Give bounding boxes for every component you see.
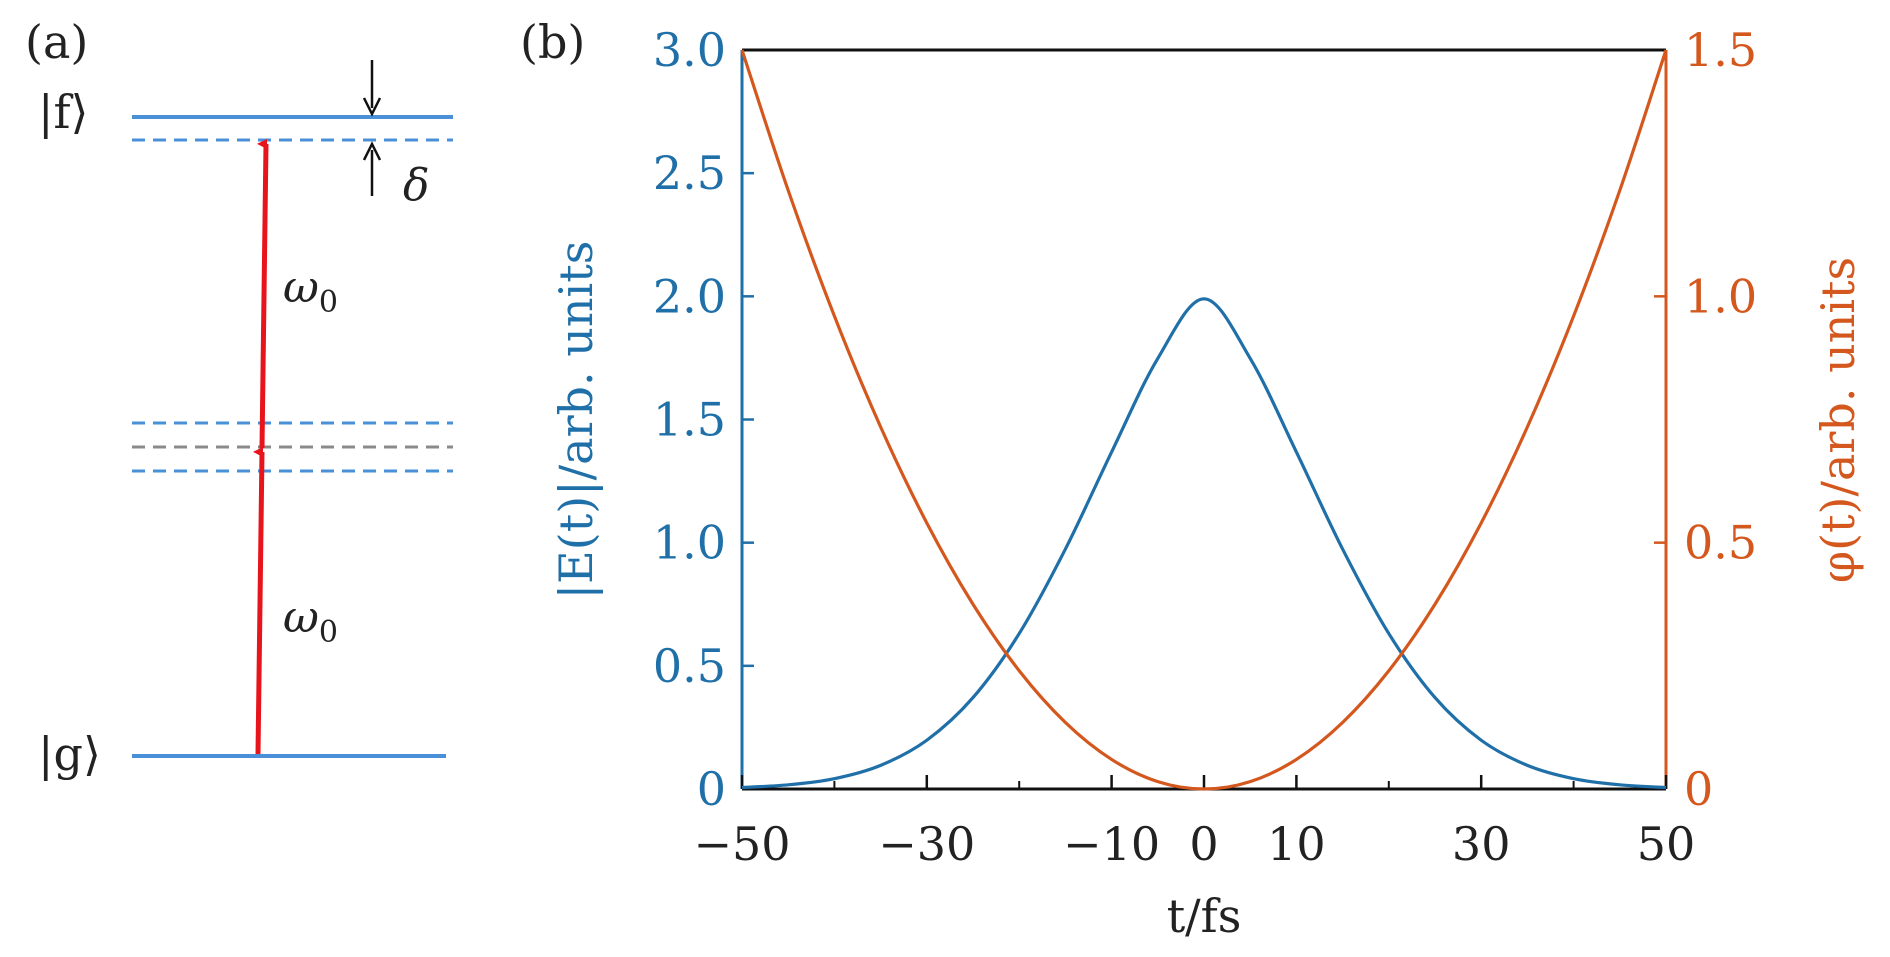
y-right-tick-label: 0.5 <box>1684 516 1757 570</box>
x-tick-label: 10 <box>1267 817 1326 871</box>
x-axis-label: t/fs <box>1167 889 1242 943</box>
panel-b-label: (b) <box>520 15 585 69</box>
x-tick-label: −50 <box>693 817 790 871</box>
photon-arrow-lower <box>253 447 265 755</box>
y-right-tick-label: 0 <box>1684 762 1713 816</box>
panel-b: (b) −50 −30 −10 0 10 30 5000.51.01.52.02.53.00… <box>520 15 1865 943</box>
y-left-tick-label: 1.5 <box>653 393 726 447</box>
x-tick-label: 30 <box>1452 817 1511 871</box>
y-axis-left-label: |E(t)|/arb. units <box>549 241 603 600</box>
chart-ticks: −50 −30 −10 0 10 30 5000.51.01.52.02.53.000.51… <box>653 23 1757 871</box>
detuning-arrows <box>362 60 382 196</box>
y-right-tick-label: 1.0 <box>1684 269 1757 323</box>
panel-a-label: (a) <box>25 15 88 69</box>
omega-lower-label: ω0 <box>283 592 338 650</box>
y-left-tick-label: 0 <box>697 762 726 816</box>
y-left-tick-label: 0.5 <box>653 639 726 693</box>
x-tick-label: 0 <box>1189 817 1218 871</box>
field-amplitude-series-line <box>741 297 1667 790</box>
y-left-tick-label: 1.0 <box>653 516 726 570</box>
state-g-label: |g⟩ <box>38 727 101 781</box>
panel-a: (a) |f⟩ |g⟩ ω0 ω0 δ <box>25 15 453 781</box>
y-left-tick-label: 2.5 <box>653 146 726 200</box>
phase-series-line <box>740 49 1668 791</box>
x-tick-label: −10 <box>1063 817 1160 871</box>
y-right-tick-label: 1.5 <box>1684 23 1757 77</box>
detuning-label: δ <box>403 160 430 211</box>
omega-upper-label: ω0 <box>283 262 338 320</box>
y-left-tick-label: 2.0 <box>653 269 726 323</box>
y-axis-right-label: φ(t)/arb. units <box>1811 257 1865 583</box>
chart-series <box>740 49 1668 791</box>
x-tick-label: −30 <box>878 817 975 871</box>
x-tick-label: 50 <box>1637 817 1696 871</box>
photon-arrow-upper <box>257 139 269 449</box>
state-f-label: |f⟩ <box>38 85 88 139</box>
y-left-tick-label: 3.0 <box>653 23 726 77</box>
